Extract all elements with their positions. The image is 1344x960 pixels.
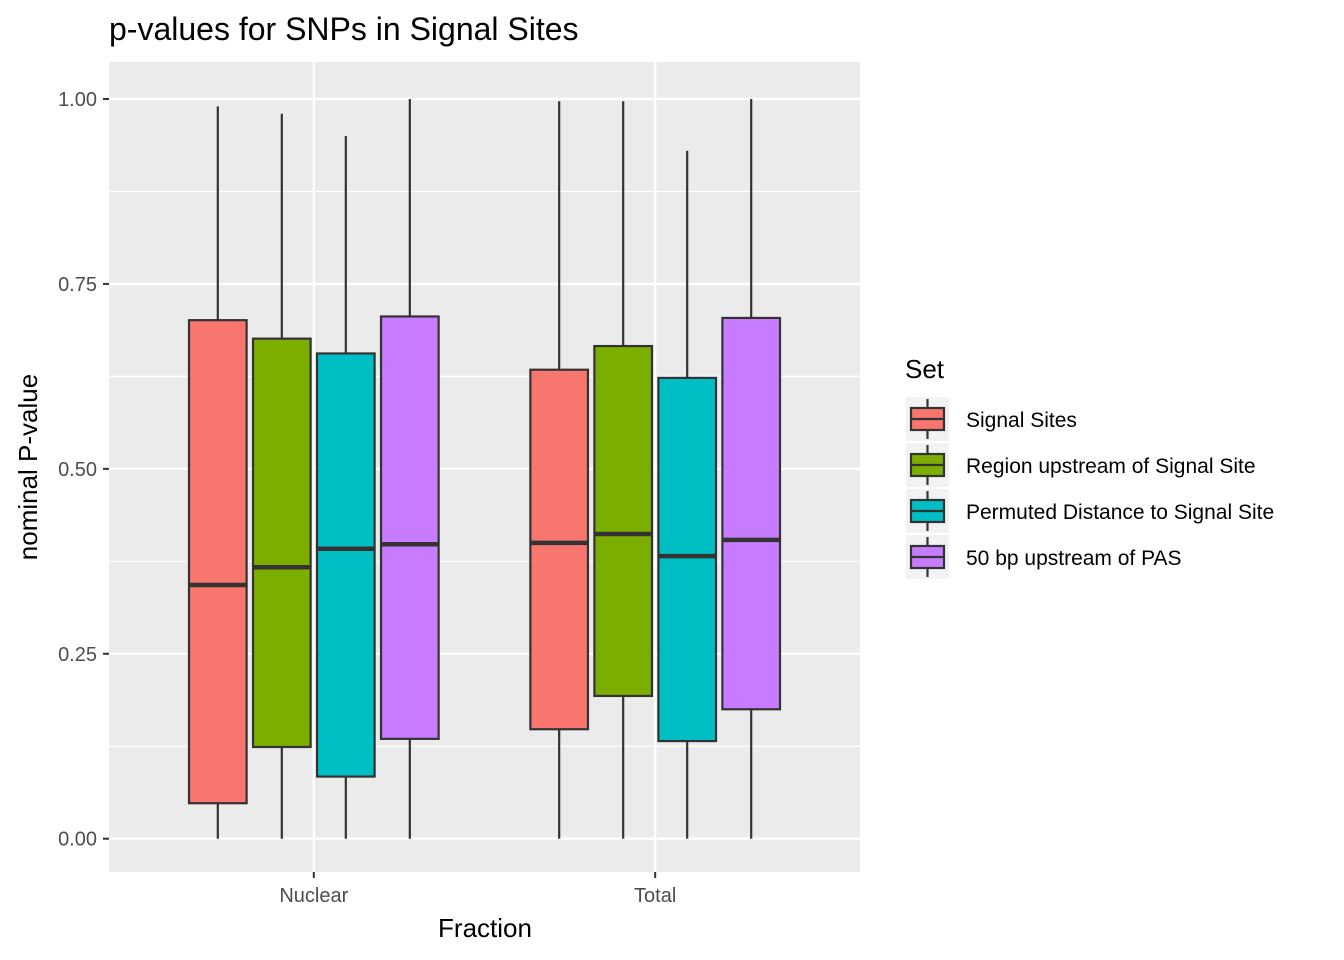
box-iqr bbox=[657, 376, 718, 743]
box bbox=[315, 135, 376, 839]
legend-item: Region upstream of Signal Site bbox=[906, 443, 1256, 487]
box bbox=[379, 98, 440, 839]
legend-item: Signal Sites bbox=[906, 397, 1077, 441]
x-tick-label: Nuclear bbox=[279, 885, 348, 907]
box bbox=[251, 113, 312, 839]
box bbox=[721, 98, 782, 839]
legend-title: Set bbox=[905, 354, 945, 384]
box bbox=[187, 106, 248, 839]
x-axis-title: Fraction bbox=[438, 913, 532, 943]
box bbox=[593, 101, 654, 839]
chart-title: p-values for SNPs in Signal Sites bbox=[109, 11, 579, 47]
legend-item: Permuted Distance to Signal Site bbox=[906, 489, 1274, 533]
y-tick-label: 0.00 bbox=[58, 829, 97, 851]
legend-label: Signal Sites bbox=[966, 409, 1077, 432]
legend-label: Permuted Distance to Signal Site bbox=[966, 501, 1274, 524]
box-iqr bbox=[529, 368, 590, 731]
box-series bbox=[187, 98, 782, 839]
box-iqr bbox=[379, 315, 440, 740]
box-iqr bbox=[187, 319, 248, 805]
legend-label: 50 bp upstream of PAS bbox=[966, 547, 1182, 570]
x-axis: Nuclear Total bbox=[279, 872, 676, 907]
y-axis: 0.00 0.25 0.50 0.75 1.00 bbox=[58, 89, 109, 851]
y-axis-title: nominal P-value bbox=[13, 374, 43, 560]
x-tick-label: Total bbox=[634, 885, 676, 907]
legend: Signal Sites Region upstream of Signal Si… bbox=[906, 397, 1274, 579]
legend-label: Region upstream of Signal Site bbox=[966, 455, 1256, 478]
box-iqr bbox=[593, 344, 654, 698]
box bbox=[657, 150, 718, 839]
box bbox=[529, 101, 590, 839]
y-tick-label: 0.50 bbox=[58, 459, 97, 481]
box-iqr bbox=[721, 316, 782, 711]
y-tick-label: 0.25 bbox=[58, 644, 97, 666]
y-tick-label: 1.00 bbox=[58, 89, 97, 111]
y-tick-label: 0.75 bbox=[58, 274, 97, 296]
legend-item: 50 bp upstream of PAS bbox=[906, 535, 1182, 579]
box-iqr bbox=[315, 352, 376, 778]
box-iqr bbox=[251, 337, 312, 749]
